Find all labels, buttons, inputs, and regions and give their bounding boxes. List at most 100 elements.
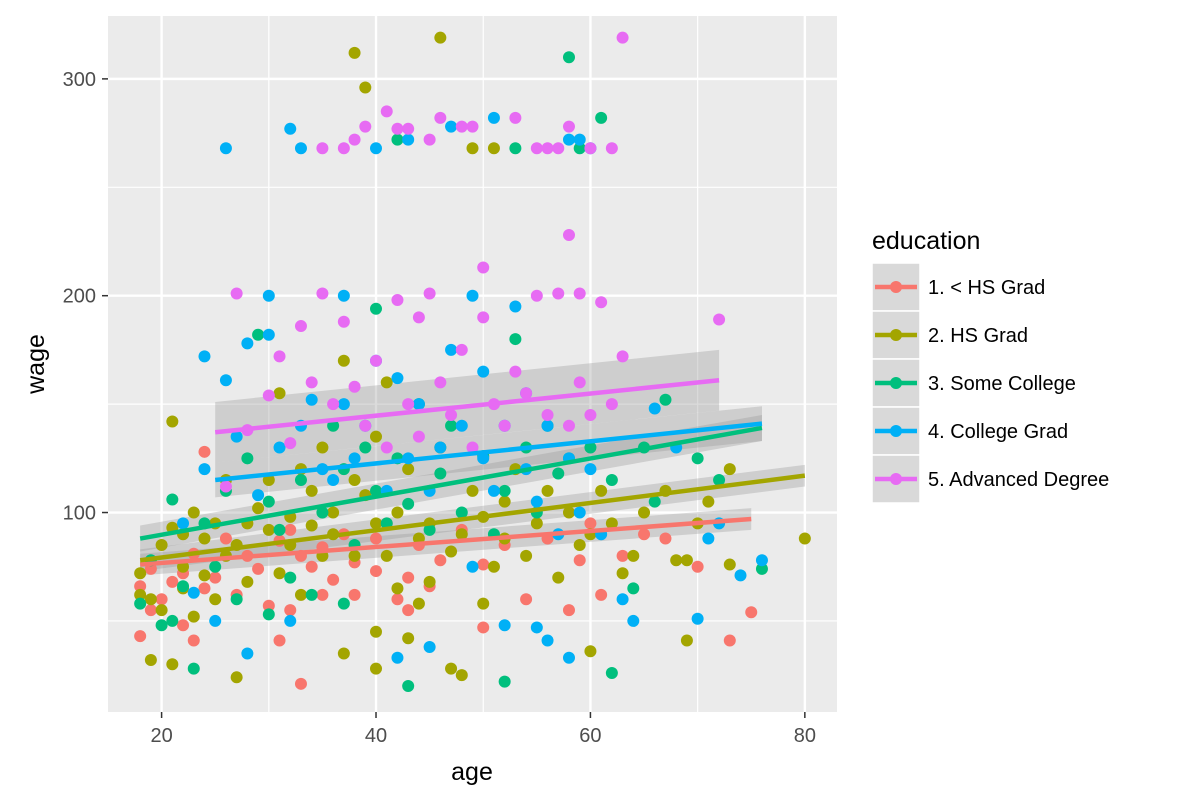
data-point [402,604,415,617]
x-tick-label: 20 [150,725,172,747]
data-point [509,300,522,313]
data-point [477,261,490,274]
data-point [520,593,533,606]
data-point [273,634,286,647]
data-point [348,133,361,146]
data-point [219,532,232,545]
data-point [337,315,350,328]
data-point [702,532,715,545]
data-point [198,463,211,476]
data-point [755,562,768,575]
data-point [402,632,415,645]
legend-item-label: 4. College Grad [928,421,1068,443]
fit-line [214,378,720,435]
data-point [262,289,275,302]
data-point [166,493,179,506]
data-point [573,142,586,155]
data-point [337,647,350,660]
data-point [402,679,415,692]
x-tick-label: 60 [579,725,601,747]
data-point [166,415,179,428]
data-point [294,142,307,155]
data-point [198,350,211,363]
data-point [305,519,318,532]
data-point [284,571,297,584]
data-point [713,313,726,326]
legend-item-label: 3. Some College [928,373,1076,395]
data-point [273,567,286,580]
legend-key-point [890,473,902,485]
legend-item-label: 1. < HS Grad [928,277,1045,299]
data-point [562,51,575,64]
data-point [391,372,404,385]
data-point [477,365,490,378]
data-point [498,484,511,497]
data-point [316,287,329,300]
data-point [434,111,447,124]
data-point [487,484,500,497]
data-point [348,46,361,59]
data-point [455,419,468,432]
data-point [562,419,575,432]
data-point [455,669,468,682]
data-point [648,495,661,508]
data-point [455,506,468,519]
data-point [562,506,575,519]
data-point [798,532,811,545]
data-point [144,604,157,617]
data-point [177,619,190,632]
data-point [327,573,340,586]
data-point [466,484,479,497]
data-point [573,376,586,389]
data-point [230,430,243,443]
data-point [316,441,329,454]
data-point [273,441,286,454]
data-point [498,495,511,508]
data-point [734,569,747,582]
data-point [616,549,629,562]
data-point [402,571,415,584]
data-point [198,569,211,582]
data-point [745,606,758,619]
data-point [477,452,490,465]
data-point [391,593,404,606]
data-point [423,575,436,588]
data-point [262,495,275,508]
data-point [230,287,243,300]
fit-line [139,516,752,567]
data-point [530,621,543,634]
data-point [434,554,447,567]
legend-title: education [872,227,980,255]
legend: education 1. < HS Grad 2. HS Grad 3. Some … [871,227,1109,504]
data-point [337,597,350,610]
data-point [541,634,554,647]
data-point [198,445,211,458]
legend-key-point [890,281,902,293]
data-point [691,560,704,573]
data-point [209,571,222,584]
data-point [487,111,500,124]
data-point [477,558,490,571]
data-point [552,571,565,584]
data-point [520,549,533,562]
data-point [305,560,318,573]
data-point [691,452,704,465]
data-point [241,575,254,588]
data-point [530,495,543,508]
data-point [552,287,565,300]
data-point [423,523,436,536]
data-point [445,545,458,558]
data-point [402,133,415,146]
data-point [305,588,318,601]
data-point [412,597,425,610]
data-point [219,480,232,493]
data-point [155,593,168,606]
data-point [284,122,297,135]
y-tick-label: 300 [63,69,96,91]
data-point [627,549,640,562]
data-point [187,506,200,519]
data-point [348,549,361,562]
data-point [241,337,254,350]
data-point [187,662,200,675]
